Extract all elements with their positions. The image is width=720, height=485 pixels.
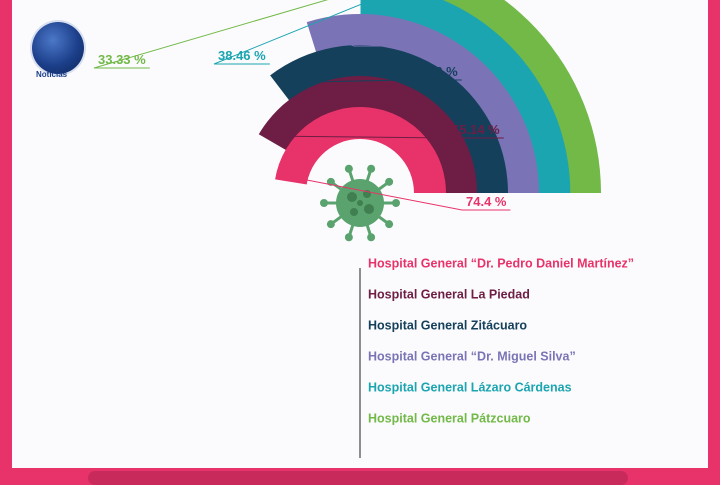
legend-label-6: Hospital General Pátzcuaro: [368, 412, 531, 426]
legend-label-2: Hospital General La Piedad: [368, 288, 530, 302]
value-leader-2: [275, 135, 504, 139]
radial-bar-chart: Hospital General “Dr. Pedro Daniel Martí…: [93, 0, 708, 468]
bottom-bar: [0, 468, 720, 485]
value-label-5: 38.46 %: [218, 48, 266, 63]
value-leader-3: [287, 79, 462, 83]
legend-label-3: Hospital General Zitácuaro: [368, 319, 527, 333]
logo-label: Noticias: [36, 70, 68, 79]
legend-label-1: Hospital General “Dr. Pedro Daniel Martí…: [368, 257, 634, 271]
value-label-6: 33.33 %: [98, 52, 146, 67]
legend-background: [360, 193, 708, 468]
virus-icon: [320, 164, 400, 242]
value-leader-4: [322, 33, 410, 47]
value-label-1: 74.4 %: [466, 194, 507, 209]
legend-label-4: Hospital General “Dr. Miguel Silva”: [368, 350, 576, 364]
value-label-3: 55.33 %: [410, 64, 458, 79]
value-leader-5: [213, 0, 373, 65]
value-leader-6: [93, 0, 329, 69]
value-leader-1: [291, 176, 511, 211]
legend-label-5: Hospital General Lázaro Cárdenas: [368, 381, 572, 395]
value-label-4: 46.41 %: [358, 30, 406, 45]
news-logo: [32, 22, 84, 74]
value-label-2: 65.14 %: [452, 122, 500, 137]
infographic-card: Hospital General “Dr. Pedro Daniel Martí…: [12, 0, 708, 468]
